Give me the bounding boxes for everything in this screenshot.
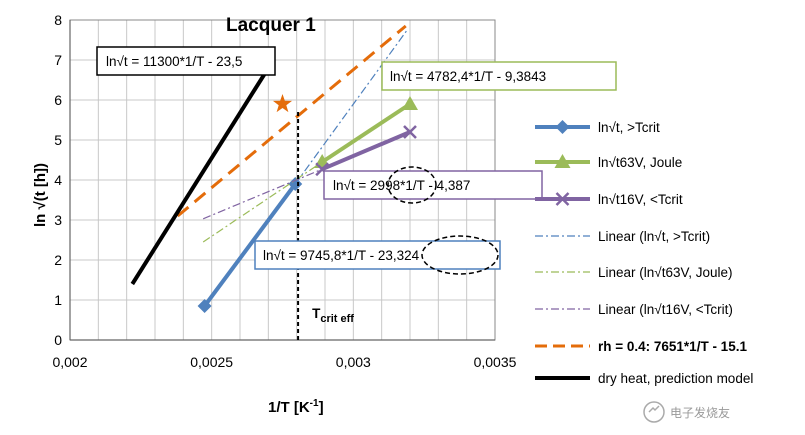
reference-line-label-sub: crit eff — [320, 313, 354, 325]
x-tick-label: 0,0025 — [190, 354, 233, 370]
equation-box — [254, 240, 501, 270]
y-tick-label: 4 — [54, 172, 62, 188]
y-tick-label: 1 — [54, 292, 62, 308]
x-tick-label: 0,002 — [52, 354, 87, 370]
chart-title: Lacquer 1 — [226, 15, 316, 36]
y-tick-label: 6 — [54, 92, 62, 108]
x-axis-label-main: 1/T [K — [268, 399, 310, 416]
legend-label: Linear (ln√t, >Tcrit) — [598, 229, 710, 244]
y-tick-label: 7 — [54, 52, 62, 68]
equation-label: ln√t = 2998*1/T - 4,387 — [333, 178, 470, 193]
series-line-7 — [176, 24, 407, 218]
legend-label: rh = 0.4: 7651*1/T - 15.1 — [598, 339, 747, 354]
watermark-logo-icon — [643, 401, 665, 423]
legend-label: dry heat, prediction model — [598, 371, 753, 386]
watermark: 电子发烧友 — [643, 401, 730, 423]
diamond-marker — [197, 299, 212, 313]
annotations: ln√t = 11300*1/T - 23,5 ln√t = 4782,4*1/T… — [96, 46, 617, 275]
legend-diamond-marker — [555, 120, 570, 134]
tick-labels: 0 1 2 3 4 5 6 7 8 0,002 0,0025 0,003 0,0035 — [52, 12, 516, 370]
y-tick-label: 3 — [54, 212, 62, 228]
equation-box — [96, 46, 276, 76]
legend-label: ln√t, >Tcrit — [598, 120, 660, 135]
star-marker — [272, 94, 293, 113]
series-line-8 — [130, 66, 271, 286]
reference-line-group: Tcrit eff — [297, 112, 354, 340]
legend: ln√t, >Tcrit ln√t63V, Joule ln√t16V, <Tcri… — [535, 120, 753, 386]
legend-label: Linear (ln√t63V, Joule) — [598, 265, 733, 280]
x-axis-label-sup: -1 — [310, 398, 319, 409]
legend-x-marker — [555, 192, 570, 206]
x-tick-label: 0,003 — [336, 354, 371, 370]
x-tick-label: 0,0035 — [474, 354, 517, 370]
series-line-1 — [202, 182, 297, 308]
y-tick-label: 0 — [54, 332, 62, 348]
y-tick-label: 2 — [54, 252, 62, 268]
equation-box — [381, 61, 617, 91]
y-tick-label: 5 — [54, 132, 62, 148]
series-layer — [130, 24, 418, 313]
legend-label: ln√t63V, Joule — [598, 155, 682, 170]
watermark-logo-mark — [648, 405, 660, 413]
highlight-ellipse — [421, 235, 499, 275]
series-line-4 — [294, 29, 408, 185]
equation-label: ln√t = 4782,4*1/T - 9,3843 — [390, 69, 546, 84]
legend-label: Linear (ln√t16V, <Tcrit) — [598, 302, 733, 317]
highlight-ellipse — [387, 166, 437, 204]
equation-label: ln√t = 11300*1/T - 23,5 — [106, 54, 242, 69]
series-line-3 — [321, 130, 411, 172]
x-marker — [403, 125, 417, 139]
triangle-marker — [402, 96, 418, 110]
series-line-6 — [202, 168, 323, 220]
legend-label: ln√t16V, <Tcrit — [598, 192, 683, 207]
x-axis-label-end: ] — [319, 399, 324, 416]
series-line-2 — [321, 102, 412, 164]
series-line-5 — [202, 161, 323, 243]
y-tick-label: 8 — [54, 12, 62, 28]
reference-line-label: Tcrit eff — [312, 306, 354, 325]
x-axis-label: 1/T [K-1] — [268, 398, 324, 416]
watermark-text: 电子发烧友 — [670, 405, 730, 420]
equation-label: ln√t = 9745,8*1/T - 23,324 — [263, 248, 420, 263]
reference-line-label-main: T — [312, 306, 321, 321]
legend-triangle-marker — [554, 154, 571, 168]
y-axis-label: ln √(t [h]) — [32, 163, 49, 227]
